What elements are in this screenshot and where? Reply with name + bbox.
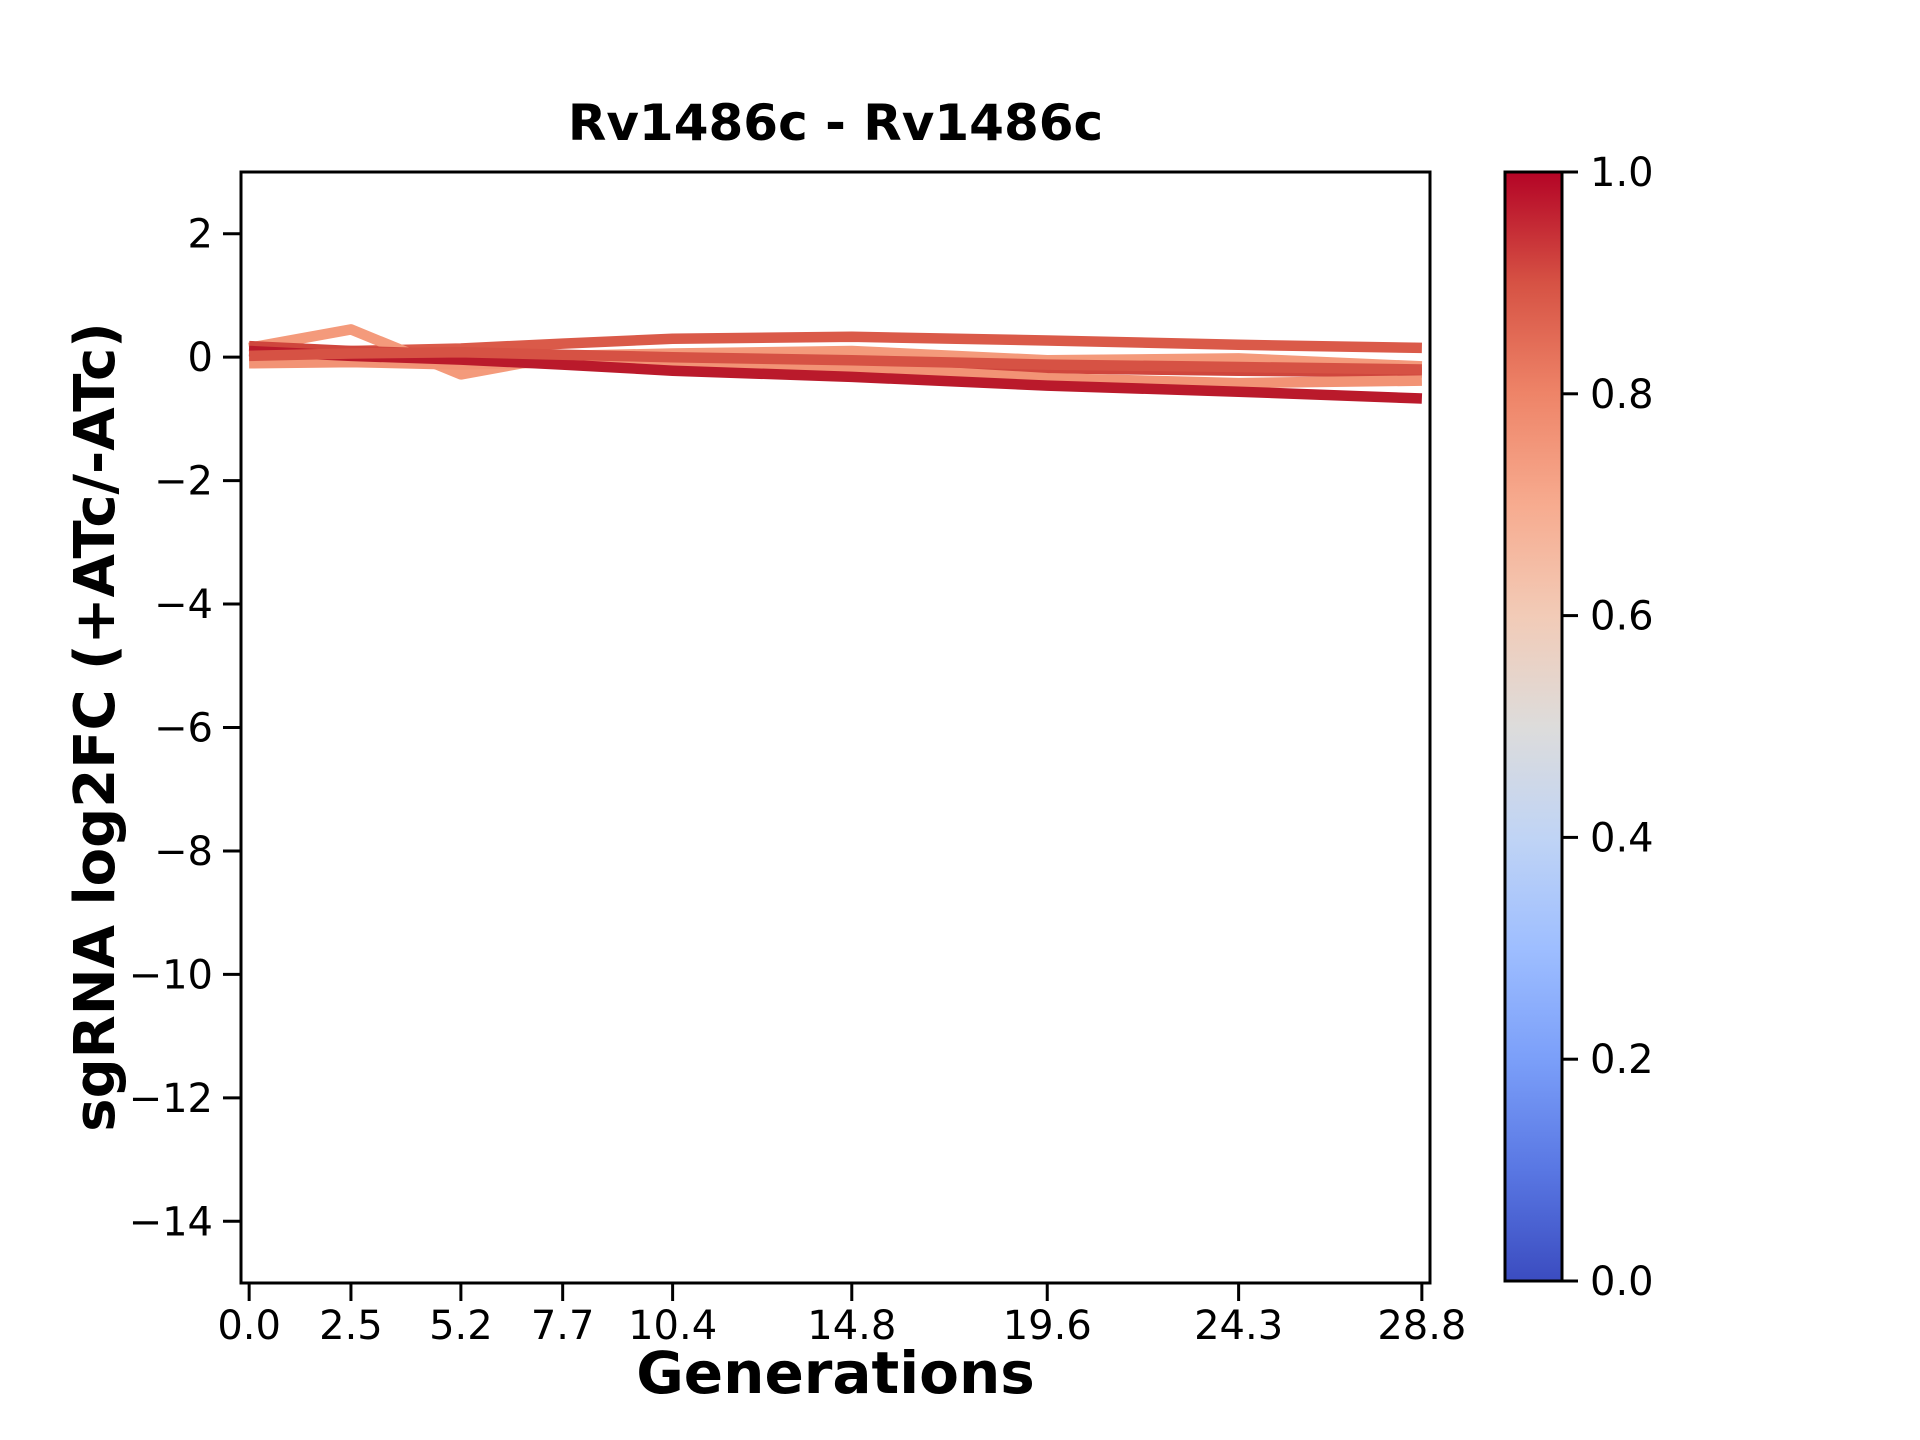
y-tick-label: −14 <box>129 1199 213 1245</box>
colorbar: 1.0 0.8 0.6 0.4 0.2 0.0 <box>1503 150 1654 1305</box>
series-lines <box>248 324 1423 404</box>
colorbar-tick-label: 0.8 <box>1590 372 1654 418</box>
y-axis-label: sgRNA log2FC (+ATc/-ATc) <box>63 322 129 1132</box>
chart-title: Rv1486c - Rv1486c <box>567 94 1104 152</box>
x-tick-label: 19.6 <box>1003 1303 1092 1349</box>
y-tick-label: −12 <box>129 1076 213 1122</box>
colorbar-tick-label: 1.0 <box>1590 150 1654 196</box>
y-tick-label: −10 <box>129 952 213 998</box>
x-tick-label: 10.4 <box>628 1303 717 1349</box>
colorbar-tick-label: 0.4 <box>1590 815 1654 861</box>
x-tick-label: 0.0 <box>217 1303 281 1349</box>
y-tick-label: −6 <box>154 706 213 752</box>
colorbar-tick-label: 0.0 <box>1590 1259 1654 1305</box>
x-tick-label: 24.3 <box>1194 1303 1283 1349</box>
x-tick-label: 2.5 <box>319 1303 383 1349</box>
x-tick-label: 5.2 <box>429 1303 493 1349</box>
series-line-4 <box>249 356 1422 389</box>
x-tick-label: 28.8 <box>1377 1303 1466 1349</box>
colorbar-tick-label: 0.6 <box>1590 594 1654 640</box>
y-tick-label: 2 <box>188 212 213 258</box>
colorbar-tick-label: 0.2 <box>1590 1037 1654 1083</box>
x-axis-label: Generations <box>636 1339 1035 1407</box>
y-axis-ticks: 2 0 −2 −4 −6 −8 −10 −12 −14 <box>129 212 241 1245</box>
y-tick-label: −8 <box>154 829 213 875</box>
colorbar-bar <box>1503 170 1564 1283</box>
x-axis-ticks: 0.0 2.5 5.2 7.7 10.4 14.8 19.6 24.3 28.8 <box>217 1283 1466 1349</box>
x-tick-label: 7.7 <box>531 1303 595 1349</box>
series-line-6 <box>248 346 1422 375</box>
x-tick-label: 14.8 <box>807 1303 896 1349</box>
y-tick-label: 0 <box>188 335 213 381</box>
y-tick-label: −2 <box>154 459 213 505</box>
y-tick-label: −4 <box>154 582 213 628</box>
